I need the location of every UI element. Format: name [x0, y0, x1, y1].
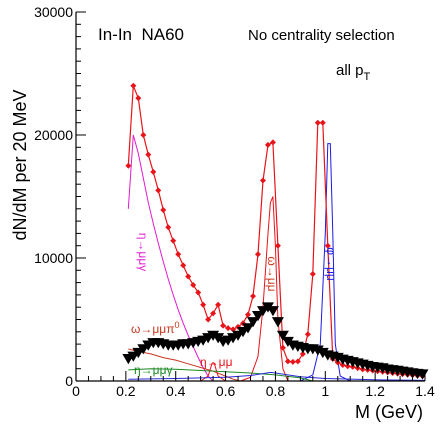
data-point — [266, 306, 279, 317]
component-line — [240, 196, 289, 382]
total-point — [160, 207, 167, 214]
series-series — [240, 196, 289, 382]
total-point — [344, 363, 351, 370]
total-point — [180, 262, 187, 269]
data-point — [416, 369, 429, 380]
x-tick-label: 1.2 — [365, 383, 385, 399]
total-point — [339, 362, 346, 369]
total-point — [220, 322, 227, 329]
total-point — [135, 95, 142, 102]
x-tick-label: 0.6 — [216, 383, 236, 399]
total-point — [289, 358, 296, 365]
system-label: In-In NA60 — [98, 25, 184, 44]
total-point — [324, 242, 331, 249]
total-point — [185, 273, 192, 280]
data-point — [276, 330, 289, 341]
total-point — [170, 237, 177, 244]
total-point — [145, 151, 152, 158]
pt-label: all pT — [336, 62, 371, 83]
x-tick-label: 0.4 — [166, 383, 186, 399]
total-point — [155, 187, 162, 194]
total-point — [304, 331, 311, 338]
x-tick-label: 0 — [72, 383, 80, 399]
total-point — [299, 350, 306, 357]
series-series — [127, 134, 214, 382]
x-tick-label: 1 — [321, 383, 329, 399]
omega-dalitz-superscript: 0 — [174, 320, 179, 330]
total-point — [130, 82, 137, 89]
component-line — [128, 371, 426, 381]
y-tick-label: 10000 — [34, 250, 73, 266]
total-point — [200, 301, 207, 308]
pt-main: all p — [336, 62, 364, 79]
y-tick-label: 0 — [65, 373, 73, 389]
tick-labels: 0 0.2 0.4 0.6 0.8 1 1.2 1.4 0 10000 20000 30000 — [34, 4, 435, 399]
data-point — [246, 317, 259, 328]
total-point — [249, 293, 256, 300]
data-point — [251, 311, 264, 322]
omega-dalitz-main: ω→μμπ — [131, 322, 174, 336]
axes — [75, 11, 426, 382]
total-point — [245, 311, 252, 318]
omega-peak-label: ω→μμ — [265, 256, 279, 291]
eta-dalitz-label: η→μμγ — [136, 233, 150, 272]
total-point — [210, 310, 217, 317]
component-line — [127, 134, 214, 382]
total-point — [215, 301, 222, 308]
phi-peak-label: φ→μμ — [324, 247, 338, 281]
x-axis-label: M (GeV) — [355, 402, 423, 422]
data-point — [271, 317, 284, 328]
series-series — [200, 361, 226, 382]
total-point — [269, 139, 276, 146]
pt-subscript: T — [364, 71, 371, 83]
selection-label: No centrality selection — [248, 27, 395, 44]
total-point — [294, 358, 301, 365]
component-line — [200, 361, 226, 382]
total-point — [279, 344, 286, 351]
total-point — [254, 251, 261, 258]
omega-dalitz-label: ω→μμπ0 — [131, 320, 180, 336]
total-point — [264, 141, 271, 148]
total-point — [190, 282, 197, 289]
total-point — [274, 242, 281, 249]
x-tick-label: 0.2 — [116, 383, 136, 399]
x-tick-label: 1.4 — [415, 383, 435, 399]
total-point — [165, 224, 172, 231]
total-point — [205, 316, 212, 323]
eta-two-body-label: η→μμ — [200, 355, 233, 369]
total-point — [140, 132, 147, 138]
x-tick-label: 0.8 — [266, 383, 286, 399]
total-point — [309, 270, 316, 277]
total-point — [314, 119, 321, 126]
eta-dalitz-bottom-label: η→μμγ — [134, 363, 173, 377]
data-point — [242, 323, 255, 334]
total-point — [125, 162, 132, 169]
series-data — [122, 302, 429, 380]
total-point — [259, 177, 266, 184]
total-point — [175, 251, 182, 258]
total-point — [195, 289, 202, 296]
total-point — [150, 168, 157, 175]
series-series — [128, 371, 426, 381]
total-point — [319, 119, 326, 126]
total-point — [284, 358, 291, 365]
total-point — [225, 325, 232, 332]
series-layer — [122, 82, 429, 382]
y-tick-label: 30000 — [34, 4, 73, 20]
y-tick-label: 20000 — [34, 127, 73, 143]
y-axis-label: dN/dM per 20 MeV — [10, 89, 30, 240]
